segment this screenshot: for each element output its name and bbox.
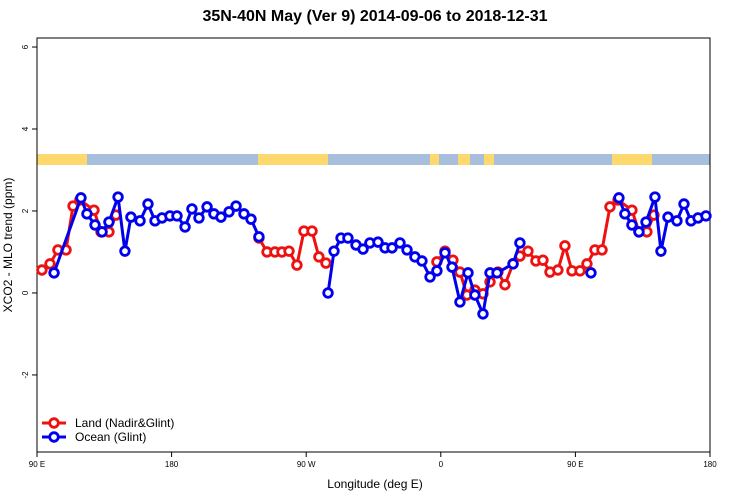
x-tick-label: 90 E <box>567 460 583 469</box>
x-tick-label: 180 <box>703 460 717 469</box>
point <box>394 237 406 249</box>
point <box>431 265 443 277</box>
point <box>491 267 503 279</box>
plot-frame <box>36 37 711 453</box>
point <box>125 211 137 223</box>
y-axis-label: XCO2 - MLO trend (ppm) <box>1 178 15 313</box>
point <box>357 243 369 255</box>
point <box>552 264 564 276</box>
point <box>678 198 690 210</box>
point <box>439 247 451 259</box>
point <box>313 251 325 263</box>
point <box>626 219 638 231</box>
legend-marker <box>48 417 60 429</box>
point <box>416 255 428 267</box>
legend-marker <box>48 431 60 443</box>
point <box>306 225 318 237</box>
x-tick-label: 90 E <box>29 460 45 469</box>
point <box>48 267 60 279</box>
point <box>649 191 661 203</box>
point <box>328 245 340 257</box>
y-tick-label: 4 <box>21 126 30 131</box>
point <box>596 244 608 256</box>
point <box>134 215 146 227</box>
point <box>581 258 593 270</box>
point <box>112 191 124 203</box>
point <box>103 216 115 228</box>
point <box>499 279 511 291</box>
legend-label: Land (Nadir&Glint) <box>75 416 174 430</box>
chart-title: 35N-40N May (Ver 9) 2014-09-06 to 2018-1… <box>202 8 547 25</box>
point <box>613 192 625 204</box>
y-tick-label: -2 <box>21 371 30 379</box>
point <box>454 296 466 308</box>
point <box>537 254 549 266</box>
point <box>44 258 56 270</box>
point <box>522 245 534 257</box>
point <box>633 226 645 238</box>
point <box>342 232 354 244</box>
point <box>401 244 413 256</box>
point <box>223 206 235 218</box>
point <box>446 261 458 273</box>
point <box>574 265 586 277</box>
point <box>585 267 597 279</box>
legend-label: Ocean (Glint) <box>75 430 146 444</box>
point <box>81 208 93 220</box>
point <box>559 240 571 252</box>
point <box>171 210 183 222</box>
point <box>655 245 667 257</box>
point <box>640 216 652 228</box>
point <box>320 257 332 269</box>
point <box>462 267 474 279</box>
point <box>230 200 242 212</box>
point <box>193 212 205 224</box>
point <box>477 308 489 320</box>
y-tick-label: 0 <box>21 290 30 295</box>
x-axis-label: Longitude (deg E) <box>327 477 422 491</box>
point <box>119 245 131 257</box>
point <box>245 213 257 225</box>
y-tick-label: 2 <box>21 208 30 213</box>
point <box>469 289 481 301</box>
point <box>75 192 87 204</box>
x-tick-label: 90 W <box>297 460 316 469</box>
point <box>89 219 101 231</box>
point <box>619 208 631 220</box>
point <box>507 258 519 270</box>
point <box>671 215 683 227</box>
point <box>96 226 108 238</box>
point <box>186 203 198 215</box>
point <box>514 237 526 249</box>
point <box>179 221 191 233</box>
y-tick-label: 6 <box>21 44 30 49</box>
land-ocean-strip <box>37 154 710 165</box>
point <box>215 211 227 223</box>
point <box>604 201 616 213</box>
point <box>142 198 154 210</box>
point <box>201 201 213 213</box>
point <box>322 287 334 299</box>
point <box>238 208 250 220</box>
point <box>36 264 48 276</box>
point <box>386 242 398 254</box>
point <box>662 211 674 223</box>
x-tick-label: 180 <box>165 460 179 469</box>
point <box>253 231 265 243</box>
point <box>700 210 712 222</box>
point <box>372 236 384 248</box>
point <box>291 259 303 271</box>
point <box>424 271 436 283</box>
x-tick-label: 0 <box>439 460 444 469</box>
point <box>283 245 295 257</box>
